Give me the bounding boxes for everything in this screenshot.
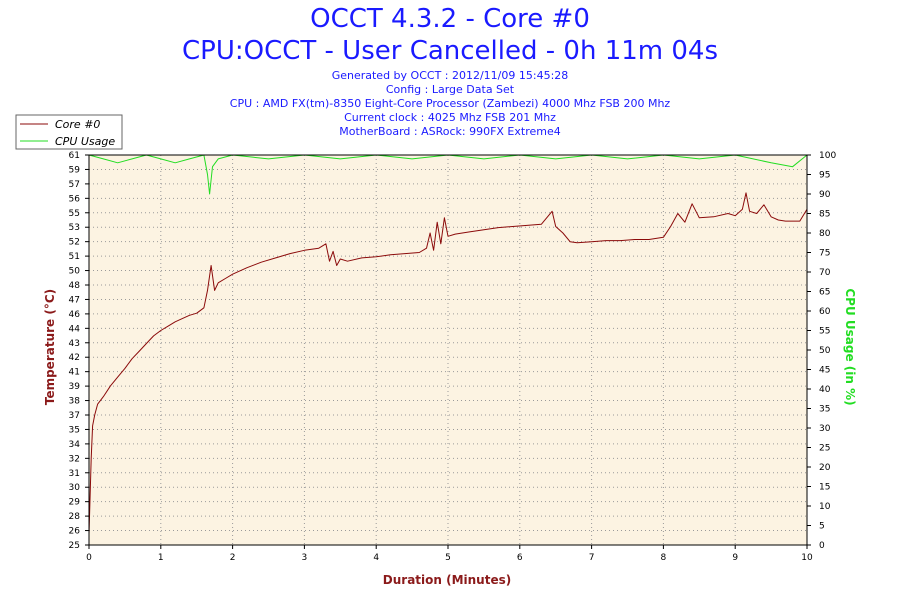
x-tick-label: 4 [373, 553, 379, 563]
y-left-tick-label: 39 [69, 382, 81, 392]
y-left-tick-label: 48 [69, 281, 81, 291]
y-left-tick-label: 34 [69, 440, 81, 450]
y-left-tick-label: 47 [69, 295, 80, 305]
x-axis-title: Duration (Minutes) [383, 573, 511, 587]
legend-box [15, 114, 123, 150]
x-tick-label: 7 [589, 553, 595, 563]
y-left-tick-label: 59 [69, 165, 81, 175]
chart-title: OCCT 4.3.2 - Core #0 [310, 4, 590, 34]
y-right-tick-label: 35 [819, 405, 830, 415]
plot-area [89, 155, 807, 545]
y-left-tick-label: 51 [69, 252, 80, 262]
y-right-tick-label: 45 [819, 366, 830, 376]
y-right-tick-label: 10 [819, 502, 831, 512]
x-tick-label: 10 [801, 553, 813, 563]
y-right-tick-label: 65 [819, 288, 830, 298]
y-left-tick-label: 29 [69, 498, 81, 508]
y-right-tick-label: 20 [819, 463, 831, 473]
chart-subtitle: CPU:OCCT - User Cancelled - 0h 11m 04s [181, 36, 719, 66]
y-left-tick-label: 32 [69, 454, 80, 464]
y-right-tick-label: 30 [819, 424, 831, 434]
y-right-tick-label: 15 [819, 483, 830, 493]
legend: Core #0 CPU Usage [15, 114, 123, 150]
y-right-tick-label: 50 [819, 346, 831, 356]
y-left-tick-label: 37 [69, 411, 80, 421]
info-motherboard: MotherBoard : ASRock: 990FX Extreme4 [339, 125, 561, 138]
grid-lines [89, 155, 807, 545]
y-right-tick-label: 0 [819, 541, 825, 551]
y-left-tick-label: 50 [69, 267, 81, 277]
y-left-tick-label: 46 [69, 310, 81, 320]
info-clock: Current clock : 4025 Mhz FSB 201 Mhz [344, 111, 556, 124]
x-tick-label: 5 [445, 553, 451, 563]
x-tick-label: 8 [661, 553, 667, 563]
y-left-tick-label: 28 [69, 512, 81, 522]
x-tick-label: 6 [517, 553, 523, 563]
y-left-tick-label: 41 [69, 368, 80, 378]
y-right-tick-label: 55 [819, 327, 830, 337]
y-left-tick-label: 44 [69, 324, 81, 334]
legend-label-core: Core #0 [55, 118, 100, 131]
y-left-tick-label: 55 [69, 209, 80, 219]
x-tick-label: 1 [158, 553, 164, 563]
y-left-tick-label: 52 [69, 238, 80, 248]
y-right-tick-label: 75 [819, 249, 830, 259]
y-right-tick-label: 85 [819, 210, 830, 220]
series-line-core0 [88, 192, 808, 535]
y-left-tick-label: 38 [69, 397, 81, 407]
x-tick-label: 0 [86, 553, 92, 563]
y-right-tick-label: 80 [819, 229, 831, 239]
legend-label-cpu: CPU Usage [55, 135, 115, 148]
y-left-tick-label: 42 [69, 353, 80, 363]
y-left-tick-label: 26 [69, 527, 81, 537]
info-generated: Generated by OCCT : 2012/11/09 15:45:28 [331, 69, 569, 82]
y-right-tick-label: 40 [819, 385, 831, 395]
y-right-tick-label: 60 [819, 307, 831, 317]
y-left-tick-label: 61 [69, 151, 80, 161]
info-config: Config : Large Data Set [385, 83, 515, 96]
y-left-tick-label: 56 [69, 194, 81, 204]
axis-ticks: 0 1 2 3 4 5 6 7 8 9 102526282930313234353738394142… [69, 151, 837, 563]
y-axis-left-title: Temperature (°C) [43, 289, 57, 405]
x-tick-label: 9 [732, 553, 738, 563]
y-left-tick-label: 31 [69, 469, 80, 479]
y-right-tick-label: 5 [819, 522, 825, 532]
y-left-tick-label: 30 [69, 483, 81, 493]
y-left-tick-label: 43 [69, 339, 80, 349]
y-right-tick-label: 70 [819, 268, 831, 278]
x-tick-label: 2 [230, 553, 236, 563]
y-left-tick-label: 53 [69, 223, 80, 233]
y-right-tick-label: 90 [819, 190, 831, 200]
y-right-tick-label: 100 [819, 151, 836, 161]
y-axis-right-title: CPU Usage (in %) [843, 288, 857, 405]
y-left-tick-label: 57 [69, 180, 80, 190]
y-right-tick-label: 25 [819, 444, 830, 454]
y-right-tick-label: 95 [819, 171, 830, 181]
y-left-tick-label: 35 [69, 425, 80, 435]
info-cpu: CPU : AMD FX(tm)-8350 Eight-Core Process… [229, 97, 671, 110]
y-left-tick-label: 25 [69, 541, 80, 551]
x-tick-label: 3 [302, 553, 308, 563]
